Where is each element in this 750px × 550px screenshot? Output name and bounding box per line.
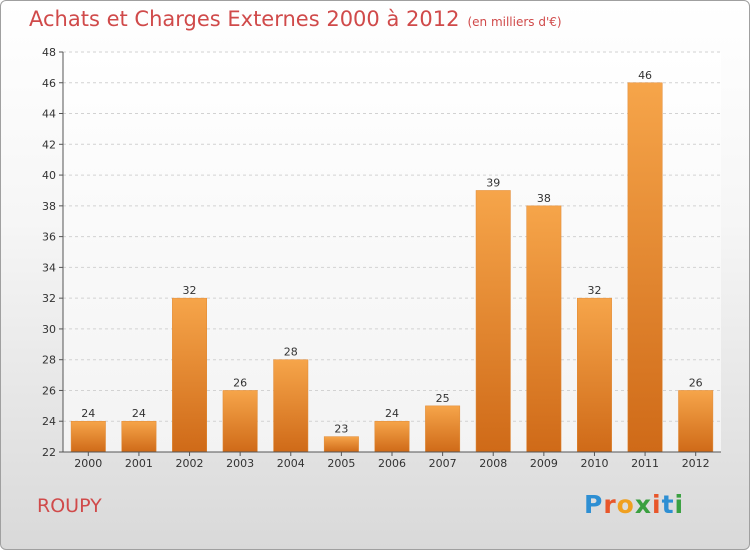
data-label: 32: [183, 284, 197, 297]
logo-letter: r: [603, 490, 617, 519]
data-label: 28: [284, 346, 298, 359]
x-tick-label: 2000: [74, 457, 102, 470]
x-tick-label: 2001: [125, 457, 153, 470]
y-tick-label: 48: [42, 46, 56, 59]
data-label: 24: [132, 407, 146, 420]
bar: [273, 359, 309, 453]
data-label: 39: [486, 176, 500, 189]
plot-area: [63, 52, 721, 452]
x-tick-label: 2012: [682, 457, 710, 470]
y-tick-label: 22: [42, 446, 56, 459]
x-tick-label: 2008: [479, 457, 507, 470]
bar: [425, 405, 461, 453]
x-tick-label: 2002: [176, 457, 204, 470]
data-label: 25: [436, 392, 450, 405]
data-label: 26: [689, 376, 703, 389]
y-tick-label: 36: [42, 231, 56, 244]
bar: [475, 190, 511, 453]
x-tick-label: 2007: [429, 457, 457, 470]
logo-letter: i: [652, 490, 662, 519]
logo-letter: t: [661, 490, 675, 519]
logo-letter: P: [584, 490, 604, 519]
bar: [577, 297, 612, 453]
data-label: 46: [638, 69, 652, 82]
y-tick-label: 26: [42, 384, 56, 397]
bar: [678, 390, 714, 453]
data-label: 24: [385, 407, 399, 420]
x-tick-label: 2009: [530, 457, 558, 470]
proxiti-logo[interactable]: Proxiti: [584, 490, 684, 519]
logo-letter: i: [674, 490, 685, 519]
logo-letter: o: [616, 490, 635, 519]
y-tick-label: 40: [42, 169, 56, 182]
data-label: 38: [537, 192, 551, 205]
y-tick-label: 34: [42, 261, 56, 274]
y-tick-label: 38: [42, 200, 56, 213]
bar: [627, 82, 663, 453]
data-label: 26: [233, 376, 247, 389]
y-tick-label: 28: [42, 354, 56, 367]
bar: [374, 420, 410, 453]
title-text: Achats et Charges Externes 2000 à 2012: [29, 7, 460, 31]
y-tick-label: 44: [42, 108, 56, 121]
x-tick-label: 2006: [378, 457, 406, 470]
y-tick-label: 32: [42, 292, 56, 305]
data-label: 24: [81, 407, 95, 420]
data-label: 23: [334, 423, 348, 436]
y-tick-label: 42: [42, 138, 56, 151]
bar: [526, 205, 562, 453]
y-tick-label: 46: [42, 77, 56, 90]
x-tick-label: 2005: [327, 457, 355, 470]
y-tick-label: 30: [42, 323, 56, 336]
bar: [70, 420, 106, 453]
bar: [323, 436, 359, 453]
unit-label: (en milliers d'€): [467, 15, 562, 29]
x-tick-label: 2003: [226, 457, 254, 470]
logo-letter: x: [634, 490, 652, 519]
bar: [172, 297, 207, 453]
chart-title: Achats et Charges Externes 2000 à 2012 (e…: [29, 7, 562, 31]
x-tick-label: 2010: [580, 457, 608, 470]
bar: [121, 420, 157, 453]
bar: [222, 390, 258, 453]
x-tick-label: 2011: [631, 457, 659, 470]
x-tick-label: 2004: [277, 457, 305, 470]
data-label: 32: [587, 284, 601, 297]
y-tick-label: 24: [42, 415, 56, 428]
town-name: ROUPY: [37, 495, 102, 517]
